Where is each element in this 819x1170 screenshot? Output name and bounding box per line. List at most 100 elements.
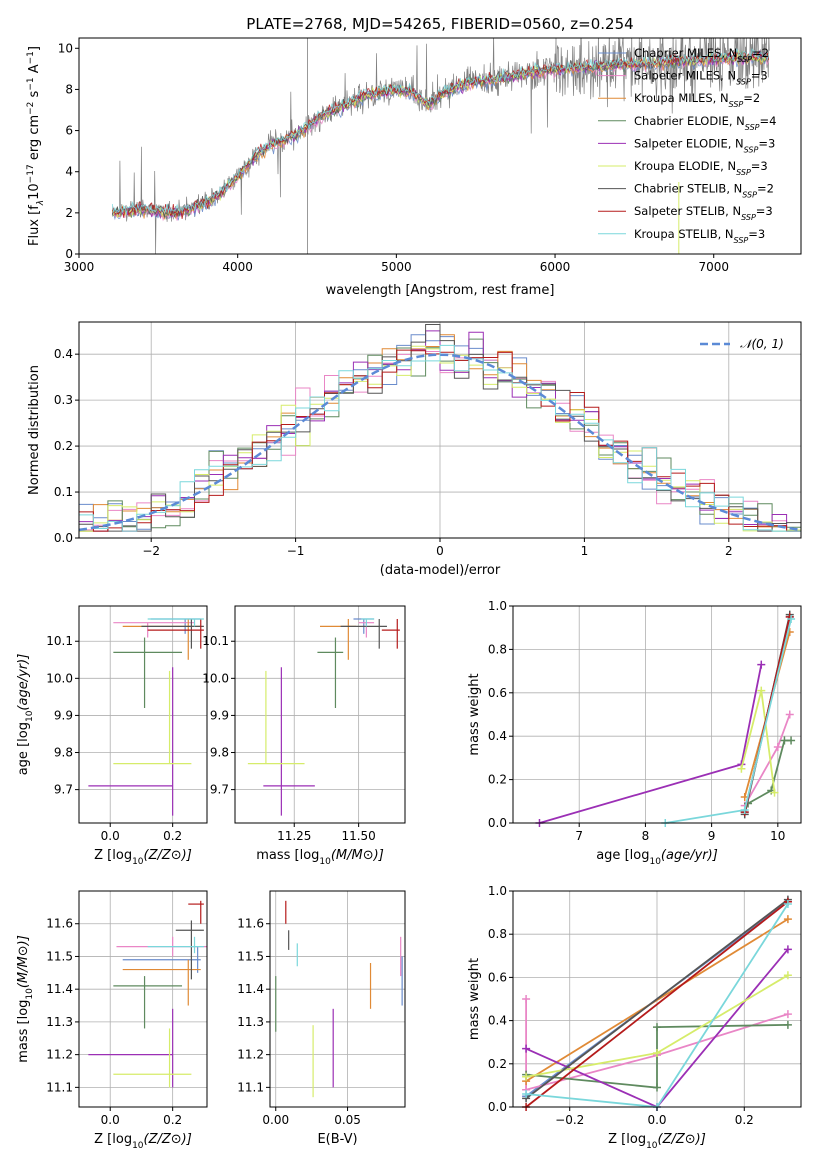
- grid: [513, 605, 801, 824]
- y-tick-label: 10.1: [46, 634, 73, 648]
- label-part: s: [27, 90, 42, 101]
- label-part: −1: [26, 51, 36, 64]
- weight-marker: [522, 1044, 531, 1053]
- legend-label: Kroupa STELIB, N: [634, 227, 734, 241]
- weight-marker: [783, 1020, 792, 1029]
- label-part: 10: [25, 710, 35, 722]
- x-axis-label: mass [log10(M/M⊙)]: [256, 848, 384, 867]
- x-axis-label: Z [log10(Z/Z⊙)]: [94, 848, 192, 867]
- legend-label: Salpeter MILES, N: [634, 69, 736, 83]
- weight-marker: [522, 1090, 531, 1099]
- label-part: Z [log: [608, 1132, 646, 1147]
- plot-area: [111, 38, 770, 254]
- label-part: A: [27, 64, 42, 77]
- y-tick-label: 10.0: [202, 671, 229, 685]
- weight-marker: [522, 995, 531, 1003]
- plot-area: [275, 900, 403, 1098]
- y-tick-label: 2: [65, 206, 73, 220]
- legend-label: Salpeter STELIB, N: [634, 204, 741, 218]
- y-tick-label: 1.0: [488, 599, 507, 613]
- legend-suffix: =3: [756, 204, 773, 218]
- label-part: Z [log: [94, 848, 132, 863]
- y-tick-label: 11.6: [46, 917, 73, 931]
- legend-suffix: =3: [751, 69, 768, 83]
- x-tick-label: −0.2: [555, 1113, 584, 1127]
- y-tick-label: 11.2: [237, 1048, 264, 1062]
- y-axis-label: Normed distribution: [27, 365, 42, 495]
- legend-entry: Chabrier MILES, NSSP=2: [634, 46, 769, 64]
- legend-label: Chabrier MILES, N: [634, 46, 737, 60]
- panel-spectrum: 3000 4000 5000 6000 7000 0 2 4 6 8 10 wavelength [A…: [26, 37, 802, 298]
- weight-marker: [783, 915, 792, 924]
- legend-entry: Salpeter STELIB, NSSP=3: [634, 204, 773, 222]
- legend-sub: SSP: [736, 168, 751, 177]
- weight-marker: [785, 710, 794, 719]
- y-tick-label: 0.8: [488, 927, 507, 941]
- y-tick-label: 9.7: [54, 783, 73, 797]
- legend-suffix: =2: [757, 182, 774, 196]
- legend-sub: SSP: [737, 55, 752, 64]
- label-part: (age/yr)]: [661, 848, 718, 863]
- grid: [235, 606, 405, 823]
- legend-label: Kroupa ELODIE, N: [634, 159, 736, 173]
- panel-residuals: −2 −1 0 1 2 0.0 0.1 0.2 0.3 0.4 (data-model)/error…: [27, 321, 802, 578]
- weight-marker: [737, 764, 746, 773]
- x-tick-label: 3000: [64, 260, 95, 274]
- y-tick-label: 8: [65, 82, 73, 96]
- y-tick-label: 11.3: [237, 1015, 264, 1029]
- x-tick-label: 1: [581, 544, 589, 558]
- label-part: 10: [132, 857, 144, 867]
- y-tick-label: 9.9: [210, 708, 229, 722]
- x-tick-label: 0.0: [647, 1113, 666, 1127]
- axes-frame: [78, 605, 208, 824]
- label-part: (age/yr)]: [16, 654, 31, 711]
- axes-frame: [78, 890, 208, 1108]
- axes-frame: [78, 37, 802, 255]
- model-spectrum-line: [111, 51, 769, 219]
- y-tick-label: 4: [65, 165, 73, 179]
- weight-line: [525, 898, 789, 1100]
- weight-marker: [783, 971, 792, 980]
- panel-age-vs-mass: 11.25 11.50 9.7 9.8 9.9 10.0 10.1 mass [log10(M…: [202, 605, 406, 867]
- label-part: (M/M⊙)]: [16, 935, 31, 988]
- legend-sub: SSP: [745, 122, 760, 131]
- x-axis-label: Z [log10(Z/Z⊙)]: [608, 1132, 706, 1151]
- panel-mass-vs-ebv: 0.00 0.05 11.1 11.2 11.3 11.4 11.5 11.6 E(B-V): [237, 890, 406, 1147]
- y-tick-label: 9.8: [54, 746, 73, 760]
- label-part: mass [log: [16, 1000, 31, 1063]
- x-tick-label: 0.0: [101, 1113, 120, 1127]
- legend-label: Chabrier STELIB, N: [634, 182, 742, 196]
- y-tick-label: 10.1: [202, 634, 229, 648]
- label-part: λ: [36, 200, 46, 206]
- legend-entry: 𝒩(0, 1): [740, 337, 784, 351]
- weight-marker: [783, 899, 792, 908]
- axes: −0.2 0.0 0.2 0.0 0.2 0.4 0.6 0.8 1.0 Z [log10(Z/Z…: [467, 884, 802, 1151]
- x-axis-label: age [log10(age/yr)]: [596, 848, 718, 867]
- weight-marker: [757, 660, 766, 669]
- plot-area: [88, 618, 204, 816]
- y-tick-label: 11.1: [237, 1080, 264, 1094]
- y-tick-label: 0.3: [54, 393, 73, 407]
- plot-area: [247, 618, 400, 816]
- y-tick-label: 11.2: [46, 1048, 73, 1062]
- label-part: erg cm: [27, 115, 42, 164]
- label-part: −17: [26, 164, 36, 183]
- y-axis-label: mass weight: [467, 673, 482, 755]
- legend: 𝒩(0, 1): [700, 337, 784, 351]
- x-tick-label: −1: [287, 544, 305, 558]
- y-tick-label: 10: [58, 41, 73, 55]
- legend-sub: SSP: [734, 235, 749, 244]
- label-part: mass [log: [256, 848, 319, 863]
- legend-suffix: =3: [751, 159, 768, 173]
- weight-marker: [787, 615, 796, 624]
- y-axis-label: Flux [fλ10−17 erg cm−2 s−1 A−1]: [26, 46, 46, 246]
- label-part: 10: [25, 988, 35, 1000]
- x-tick-label: 10: [770, 829, 785, 843]
- weight-marker: [653, 1023, 661, 1032]
- x-tick-label: 7000: [698, 260, 729, 274]
- weight-marker: [653, 1083, 661, 1092]
